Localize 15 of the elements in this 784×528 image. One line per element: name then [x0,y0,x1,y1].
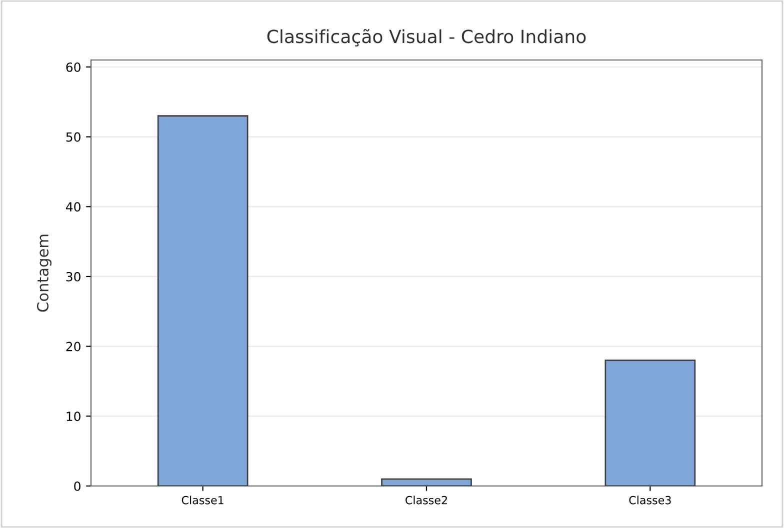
y-axis-title: Contagem [36,234,52,312]
chart-title: Classificação Visual - Cedro Indiano [267,28,586,46]
bar [604,360,696,486]
y-tick-label: 30 [66,272,80,282]
x-tick-label: Classe1 [182,496,224,504]
y-tick-label: 0 [74,481,80,491]
x-tick-label: Classe3 [629,496,671,504]
x-tick-label: Classe2 [406,496,447,504]
y-tick-label: 20 [66,342,80,352]
y-tick-label: 50 [66,132,80,142]
bar [381,478,472,486]
y-tick-label: 40 [66,202,80,212]
bar [157,115,248,486]
y-tick-label: 60 [66,62,80,72]
y-tick-label: 10 [66,412,80,422]
